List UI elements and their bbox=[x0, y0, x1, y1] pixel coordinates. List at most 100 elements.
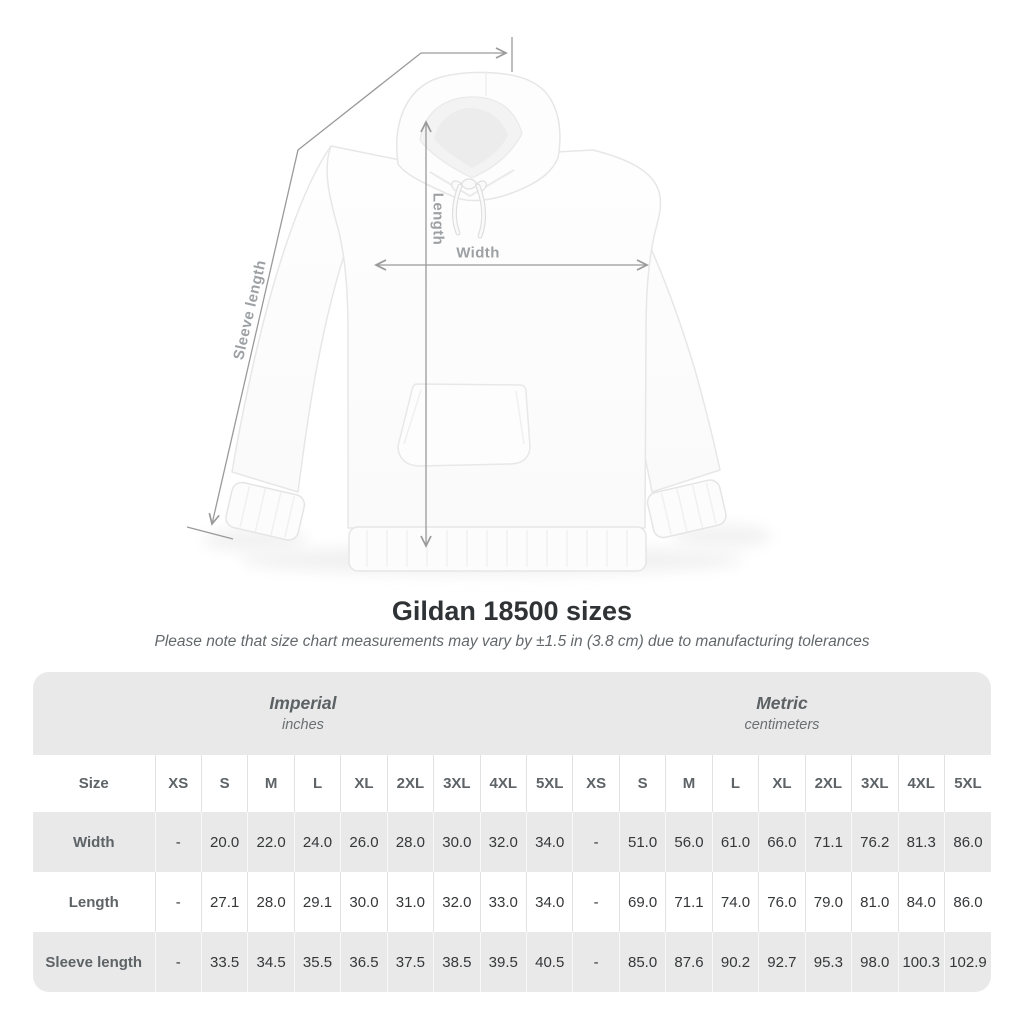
imperial-band: Imperial inches bbox=[33, 672, 573, 755]
value-cell: 36.5 bbox=[340, 932, 388, 992]
value-cell: 26.0 bbox=[340, 812, 388, 872]
hoodie-left-sleeve bbox=[225, 145, 363, 541]
table-row-sleeve-length: Sleeve length - 33.5 34.5 35.5 36.5 37.5… bbox=[33, 932, 991, 992]
value-cell: 33.5 bbox=[200, 932, 248, 992]
value-cell: 71.1 bbox=[665, 872, 713, 932]
sleeve-length-arrow bbox=[208, 52, 422, 526]
value-cell: 76.0 bbox=[758, 872, 806, 932]
hoodie-illustration bbox=[186, 37, 772, 575]
value-cell: - bbox=[154, 932, 202, 992]
table-row-length: Length - 27.1 28.0 29.1 30.0 31.0 32.0 3… bbox=[33, 872, 991, 932]
value-cell: 102.9 bbox=[943, 932, 991, 992]
value-cell: - bbox=[154, 872, 202, 932]
value-cell: 38.5 bbox=[433, 932, 481, 992]
value-cell: 92.7 bbox=[758, 932, 806, 992]
size-header-row: Size XS S M L XL 2XL 3XL 4XL 5XL XS S M … bbox=[33, 755, 991, 812]
value-cell: 81.0 bbox=[851, 872, 898, 932]
metric-unit: centimeters bbox=[744, 717, 820, 733]
sleeve-end-tick bbox=[186, 526, 234, 540]
hoodie-hood bbox=[396, 71, 561, 202]
width-label: Width bbox=[456, 244, 500, 262]
value-cell: 79.0 bbox=[804, 872, 852, 932]
size-header: XL bbox=[340, 755, 388, 812]
value-cell: 30.0 bbox=[433, 812, 481, 872]
value-cell: 86.0 bbox=[943, 812, 991, 872]
value-cell: 86.0 bbox=[943, 872, 991, 932]
value-cell: 32.0 bbox=[433, 872, 481, 932]
size-chart-table: Imperial inches Metric centimeters Size … bbox=[33, 672, 991, 992]
size-header: L bbox=[711, 755, 759, 812]
value-cell: 85.0 bbox=[618, 932, 666, 992]
imperial-title: Imperial bbox=[269, 693, 337, 713]
value-cell: - bbox=[572, 812, 620, 872]
value-cell: 34.5 bbox=[247, 932, 295, 992]
value-cell: 76.2 bbox=[851, 812, 898, 872]
size-header: XS bbox=[572, 755, 620, 812]
table-row-width: Width - 20.0 22.0 24.0 26.0 28.0 30.0 32… bbox=[33, 812, 991, 872]
value-cell: 56.0 bbox=[665, 812, 713, 872]
size-header: S bbox=[618, 755, 666, 812]
value-cell: 51.0 bbox=[618, 812, 666, 872]
value-cell: 90.2 bbox=[711, 932, 759, 992]
size-column-header: Size bbox=[78, 775, 109, 792]
length-label: Length bbox=[429, 192, 447, 246]
value-cell: 74.0 bbox=[711, 872, 759, 932]
value-cell: 29.1 bbox=[293, 872, 341, 932]
value-cell: 22.0 bbox=[247, 812, 295, 872]
value-cell: 31.0 bbox=[386, 872, 434, 932]
value-cell: 34.0 bbox=[525, 812, 573, 872]
value-cell: 28.0 bbox=[247, 872, 295, 932]
tolerance-note: Please note that size chart measurements… bbox=[154, 633, 870, 650]
size-header: L bbox=[293, 755, 341, 812]
value-cell: 98.0 bbox=[851, 932, 898, 992]
value-cell: 24.0 bbox=[293, 812, 341, 872]
hoodie-body bbox=[326, 145, 662, 572]
row-label: Length bbox=[68, 893, 119, 911]
value-cell: 84.0 bbox=[897, 872, 945, 932]
value-cell: 66.0 bbox=[758, 812, 806, 872]
metric-title: Metric bbox=[756, 693, 808, 713]
metric-band: Metric centimeters bbox=[572, 672, 991, 755]
size-header: 3XL bbox=[433, 755, 481, 812]
hoodie-pocket bbox=[397, 383, 531, 467]
page-title: Gildan 18500 sizes bbox=[391, 596, 633, 626]
value-cell: - bbox=[572, 932, 620, 992]
size-header: 4XL bbox=[479, 755, 527, 812]
value-cell: 69.0 bbox=[618, 872, 666, 932]
value-cell: 61.0 bbox=[711, 812, 759, 872]
row-label: Width bbox=[72, 833, 115, 851]
title-block: Gildan 18500 sizes Please note that size… bbox=[0, 596, 1024, 652]
hoodie-drawstrings bbox=[451, 178, 487, 239]
value-cell: 33.0 bbox=[479, 872, 527, 932]
size-header: 5XL bbox=[943, 755, 991, 812]
size-header: XS bbox=[154, 755, 202, 812]
value-cell: 87.6 bbox=[665, 932, 713, 992]
value-cell: 71.1 bbox=[804, 812, 852, 872]
unit-band-row: Imperial inches Metric centimeters bbox=[33, 672, 991, 755]
size-header: 2XL bbox=[386, 755, 434, 812]
value-cell: 39.5 bbox=[479, 932, 527, 992]
value-cell: 37.5 bbox=[386, 932, 434, 992]
imperial-unit: inches bbox=[282, 717, 324, 733]
value-cell: 20.0 bbox=[200, 812, 248, 872]
row-label: Sleeve length bbox=[45, 953, 143, 971]
size-header: 2XL bbox=[804, 755, 852, 812]
size-header: M bbox=[247, 755, 295, 812]
value-cell: - bbox=[154, 812, 202, 872]
value-cell: 28.0 bbox=[386, 812, 434, 872]
value-cell: 40.5 bbox=[525, 932, 573, 992]
value-cell: 34.0 bbox=[525, 872, 573, 932]
value-cell: 95.3 bbox=[804, 932, 852, 992]
size-header: 4XL bbox=[897, 755, 945, 812]
value-cell: 100.3 bbox=[897, 932, 945, 992]
value-cell: 32.0 bbox=[479, 812, 527, 872]
value-cell: 35.5 bbox=[293, 932, 341, 992]
value-cell: - bbox=[572, 872, 620, 932]
size-header: XL bbox=[758, 755, 806, 812]
size-header: 3XL bbox=[851, 755, 898, 812]
value-cell: 30.0 bbox=[340, 872, 388, 932]
size-header: 5XL bbox=[525, 755, 573, 812]
value-cell: 27.1 bbox=[200, 872, 248, 932]
size-header: S bbox=[200, 755, 248, 812]
hoodie-measurement-diagram: Sleeve length Length Width bbox=[186, 37, 772, 575]
